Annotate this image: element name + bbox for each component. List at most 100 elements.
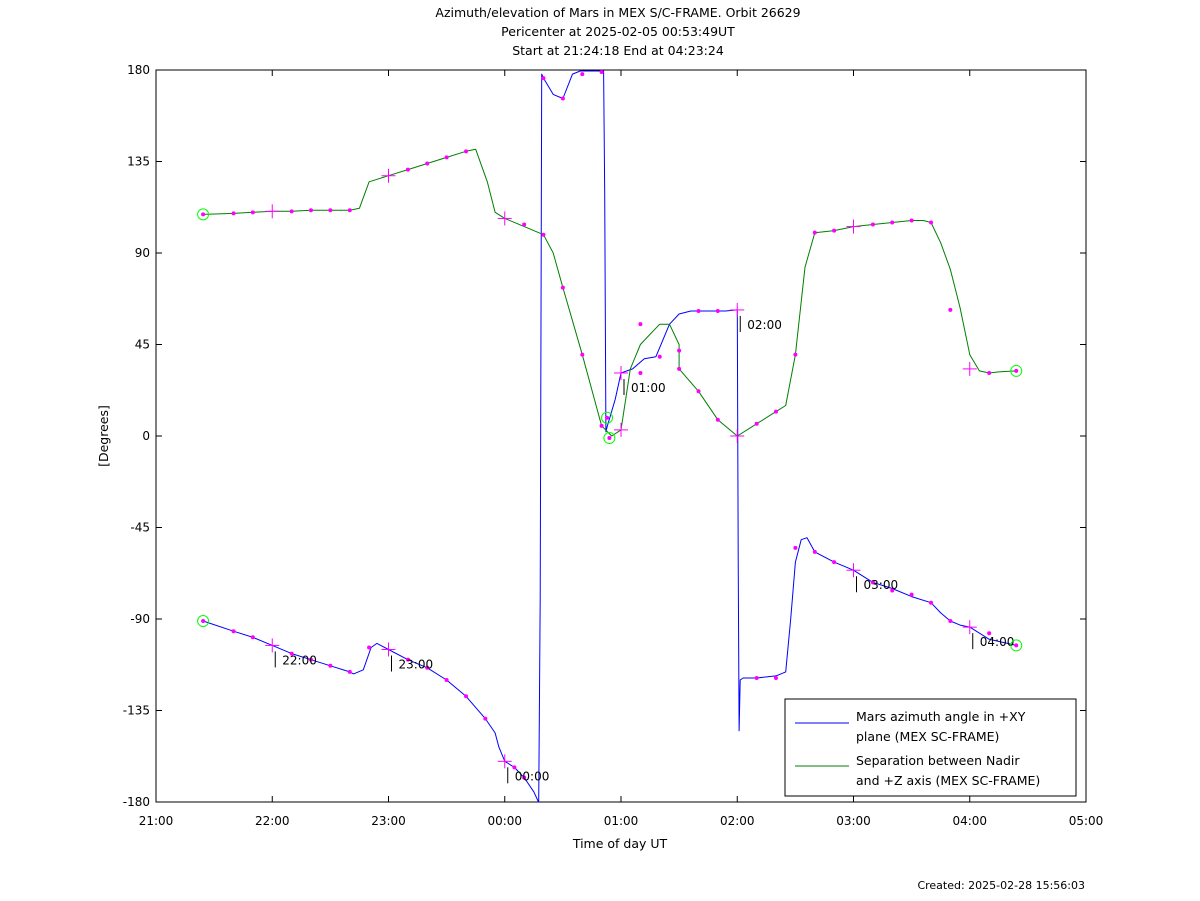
data-point-marker [677, 366, 682, 371]
data-point-marker [512, 765, 517, 770]
series-line-separation [203, 148, 1017, 437]
hour-label: 04:00 [980, 635, 1015, 649]
hour-cross-marker [497, 211, 512, 226]
hour-cross-marker [962, 361, 977, 376]
data-point-marker [987, 631, 992, 636]
data-point-marker [657, 354, 662, 359]
data-point-marker [231, 629, 236, 634]
hour-label: 02:00 [747, 318, 782, 332]
endpoint-circle-marker [1010, 639, 1023, 652]
data-point-marker [773, 675, 778, 680]
data-point-marker [715, 417, 720, 422]
data-point-marker [308, 657, 313, 662]
endpoint-dot-marker [1014, 643, 1019, 648]
y-tick-label: 135 [127, 155, 150, 169]
data-point-marker [638, 322, 643, 327]
hour-cross-marker [846, 219, 861, 234]
data-point-marker [464, 694, 469, 699]
created-timestamp: Created: 2025-02-28 15:56:03 [917, 879, 1085, 892]
data-point-marker [832, 228, 837, 233]
chart-title: Azimuth/elevation of Mars in MEX S/C-FRA… [435, 5, 800, 58]
endpoint-circle-layer [197, 208, 1023, 652]
data-point-marker [444, 678, 449, 682]
hour-cross-marker [962, 620, 977, 635]
data-point-marker [328, 208, 333, 213]
y-tick-label: 90 [135, 246, 150, 260]
data-point-marker [483, 716, 488, 721]
y-axis-title: [Degrees] [96, 405, 111, 467]
data-point-marker [560, 285, 565, 290]
x-tick-label: 00:00 [487, 814, 522, 828]
data-point-marker [560, 96, 565, 101]
endpoint-dot-marker [605, 415, 610, 420]
data-point-marker [444, 155, 449, 160]
y-axis: 180 135 90 45 0 -45 -90 -135 -180 [123, 63, 1086, 809]
legend: Mars azimuth angle in +XY plane (MEX SC-… [784, 698, 1077, 797]
endpoint-circle-marker [197, 615, 210, 628]
chart-title-line-3: Start at 21:24:18 End at 04:23:24 [512, 43, 724, 58]
data-point-marker [929, 600, 934, 605]
data-point-marker [812, 549, 817, 554]
data-point-marker [367, 645, 372, 650]
x-axis: 21:00 22:00 23:00 00:00 01:00 02:00 03:00 04:00… [139, 70, 1104, 828]
x-axis-title: Time of day UT [572, 836, 668, 851]
data-point-marker [425, 665, 430, 670]
data-point-marker [289, 209, 294, 214]
data-point-marker [522, 775, 527, 780]
data-point-marker [231, 211, 236, 216]
hour-label: 00:00 [515, 769, 550, 783]
hour-cross-marker [381, 642, 396, 657]
data-point-marker [347, 208, 352, 213]
hour-cross-marker [265, 204, 280, 219]
data-point-marker [948, 307, 953, 312]
data-point-marker [599, 70, 604, 75]
hour-cross-marker [730, 429, 745, 443]
data-point-marker [250, 635, 255, 640]
legend-label-azimuth-line-1: Mars azimuth angle in +XY [856, 709, 1026, 724]
data-point-marker [677, 348, 682, 353]
hour-label: 03:00 [864, 578, 899, 592]
endpoint-circle-marker [603, 432, 616, 445]
data-point-marker [464, 149, 469, 154]
data-point-marker [425, 161, 430, 166]
data-point-marker [909, 592, 914, 597]
data-point-marker [308, 208, 313, 213]
y-tick-label: -135 [123, 704, 150, 718]
data-point-marker [773, 409, 778, 414]
hour-mark-layer: 22:00 23:00 00:00 01:00 02:00 03:00 04:00 [265, 168, 1015, 784]
hour-cross-marker [265, 638, 280, 653]
data-point-marker [929, 220, 934, 225]
data-point-marker [832, 560, 837, 565]
data-point-marker [890, 588, 895, 593]
y-tick-label: 0 [142, 429, 150, 443]
data-point-marker [754, 421, 759, 426]
data-point-marker [793, 545, 798, 550]
data-point-marker [909, 218, 914, 223]
data-point-marker [405, 167, 410, 172]
data-point-marker [638, 370, 643, 375]
series-layer [202, 70, 1017, 803]
x-tick-label: 04:00 [952, 814, 987, 828]
hour-label: 01:00 [631, 381, 666, 395]
data-point-marker [890, 220, 895, 225]
data-point-marker [328, 663, 333, 668]
data-point-marker [715, 308, 720, 313]
data-point-marker [870, 580, 875, 585]
data-point-marker [599, 423, 604, 428]
legend-box [784, 698, 1077, 797]
hour-cross-marker [614, 422, 628, 437]
data-point-marker [696, 308, 701, 313]
x-tick-label: 02:00 [720, 814, 755, 828]
data-point-marker [347, 669, 352, 674]
data-point-marker [541, 76, 546, 81]
data-point-marker [793, 352, 798, 357]
y-tick-label: 45 [135, 338, 150, 352]
hour-cross-marker [614, 365, 628, 380]
data-point-marker [289, 651, 294, 656]
data-point-marker [948, 619, 953, 624]
endpoint-dot-marker [1014, 368, 1019, 373]
data-point-marker [522, 222, 527, 227]
x-tick-label: 05:00 [1069, 814, 1104, 828]
data-point-marker [870, 222, 875, 227]
